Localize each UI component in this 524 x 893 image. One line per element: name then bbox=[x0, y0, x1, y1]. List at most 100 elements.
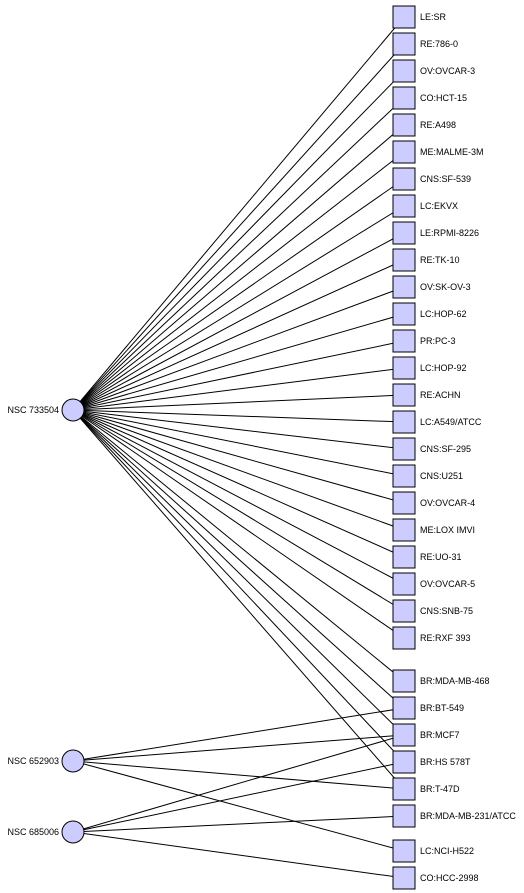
edge-nsc-685006-to-br-mcf7 bbox=[72, 734, 405, 833]
cell-line-label: LC:HOP-62 bbox=[420, 309, 467, 319]
cell-line-node-br-hs-578t[interactable]: BR:HS 578T bbox=[392, 750, 471, 774]
compound-circle[interactable] bbox=[61, 749, 85, 773]
cell-line-node-br-mcf7[interactable]: BR:MCF7 bbox=[392, 723, 460, 747]
cell-line-label: ME:LOX IMVI bbox=[420, 525, 475, 535]
cell-line-box[interactable] bbox=[392, 140, 416, 164]
cell-line-box[interactable] bbox=[392, 518, 416, 542]
compound-circle[interactable] bbox=[61, 398, 85, 422]
cell-line-box[interactable] bbox=[392, 5, 416, 29]
cell-line-box[interactable] bbox=[392, 302, 416, 326]
cell-line-box[interactable] bbox=[392, 572, 416, 596]
cell-line-node-co-hcc-2998[interactable]: CO:HCC-2998 bbox=[392, 866, 479, 890]
compound-node-nsc-733504[interactable]: NSC 733504 bbox=[7, 398, 85, 422]
cell-line-box[interactable] bbox=[392, 86, 416, 110]
cell-line-node-br-mda-mb-468[interactable]: BR:MDA-MB-468 bbox=[392, 669, 490, 693]
cell-line-box[interactable] bbox=[392, 723, 416, 747]
cell-line-node-cns-snb-75[interactable]: CNS:SNB-75 bbox=[392, 599, 473, 623]
cell-line-box[interactable] bbox=[392, 839, 416, 863]
edge-nsc-733504-to-lc-hop-92 bbox=[72, 367, 405, 411]
cell-line-box[interactable] bbox=[392, 383, 416, 407]
edge-nsc-652903-to-br-bt-549 bbox=[72, 707, 405, 762]
cell-line-node-le-rpmi-8226[interactable]: LE:RPMI-8226 bbox=[392, 221, 479, 245]
edge-nsc-733504-to-br-bt-549 bbox=[72, 409, 405, 709]
compound-node-nsc-685006[interactable]: NSC 685006 bbox=[7, 820, 85, 844]
cell-line-box[interactable] bbox=[392, 32, 416, 56]
edge-nsc-733504-to-br-t-47d bbox=[72, 409, 405, 790]
edge-nsc-733504-to-br-mda-mb-468 bbox=[72, 409, 405, 682]
cell-line-node-br-bt-549[interactable]: BR:BT-549 bbox=[392, 696, 464, 720]
edge-nsc-733504-to-ov-ovcar-5 bbox=[72, 409, 405, 585]
cell-line-label: RE:UO-31 bbox=[420, 552, 462, 562]
cell-line-node-ov-ovcar-3[interactable]: OV:OVCAR-3 bbox=[392, 59, 475, 83]
compound-label: NSC 652903 bbox=[7, 756, 59, 766]
cell-line-box[interactable] bbox=[392, 194, 416, 218]
cell-line-box[interactable] bbox=[392, 626, 416, 650]
cell-line-node-re-a498[interactable]: RE:A498 bbox=[392, 113, 456, 137]
edge-nsc-733504-to-re-786-0 bbox=[72, 43, 405, 411]
cell-line-node-co-hct-15[interactable]: CO:HCT-15 bbox=[392, 86, 467, 110]
cell-line-box[interactable] bbox=[392, 59, 416, 83]
cell-line-node-re-uo-31[interactable]: RE:UO-31 bbox=[392, 545, 462, 569]
cell-line-box[interactable] bbox=[392, 696, 416, 720]
cell-line-node-lc-hop-62[interactable]: LC:HOP-62 bbox=[392, 302, 467, 326]
compound-node-nsc-652903[interactable]: NSC 652903 bbox=[7, 749, 85, 773]
edge-nsc-733504-to-br-mcf7 bbox=[72, 409, 405, 736]
cell-line-label: LC:A549/ATCC bbox=[420, 417, 482, 427]
cell-line-node-re-786-0[interactable]: RE:786-0 bbox=[392, 32, 458, 56]
cell-line-node-cns-u251[interactable]: CNS:U251 bbox=[392, 464, 463, 488]
cell-line-node-le-sr[interactable]: LE:SR bbox=[392, 5, 447, 29]
cell-line-node-re-achn[interactable]: RE:ACHN bbox=[392, 383, 461, 407]
cell-line-box[interactable] bbox=[392, 437, 416, 461]
cell-line-box[interactable] bbox=[392, 410, 416, 434]
cell-line-node-cns-sf-539[interactable]: CNS:SF-539 bbox=[392, 167, 471, 191]
cell-line-label: OV:OVCAR-3 bbox=[420, 66, 475, 76]
cell-line-node-me-malme-3m[interactable]: ME:MALME-3M bbox=[392, 140, 484, 164]
cell-line-box[interactable] bbox=[392, 669, 416, 693]
cell-line-label: RE:786-0 bbox=[420, 39, 458, 49]
cell-line-box[interactable] bbox=[392, 464, 416, 488]
cell-line-node-ov-ovcar-4[interactable]: OV:OVCAR-4 bbox=[392, 491, 475, 515]
cell-line-node-br-t-47d[interactable]: BR:T-47D bbox=[392, 777, 460, 801]
edge-nsc-733504-to-ov-ovcar-3 bbox=[72, 70, 405, 411]
cell-line-label: CNS:SNB-75 bbox=[420, 606, 473, 616]
cell-line-box[interactable] bbox=[392, 866, 416, 890]
cell-line-box[interactable] bbox=[392, 545, 416, 569]
cell-line-box[interactable] bbox=[392, 491, 416, 515]
cell-line-label: OV:SK-OV-3 bbox=[420, 282, 471, 292]
cell-line-node-ov-ovcar-5[interactable]: OV:OVCAR-5 bbox=[392, 572, 475, 596]
cell-line-node-ov-sk-ov-3[interactable]: OV:SK-OV-3 bbox=[392, 275, 471, 299]
cell-line-node-cns-sf-295[interactable]: CNS:SF-295 bbox=[392, 437, 471, 461]
cell-line-node-pr-pc-3[interactable]: PR:PC-3 bbox=[392, 329, 456, 353]
edge-nsc-733504-to-re-achn bbox=[72, 394, 405, 411]
cell-line-box[interactable] bbox=[392, 221, 416, 245]
cell-line-node-lc-nci-h522[interactable]: LC:NCI-H522 bbox=[392, 839, 474, 863]
cell-line-label: OV:OVCAR-4 bbox=[420, 498, 475, 508]
cell-line-label: CO:HCC-2998 bbox=[420, 873, 479, 883]
edge-nsc-733504-to-re-tk-10 bbox=[72, 259, 405, 411]
cell-line-node-re-tk-10[interactable]: RE:TK-10 bbox=[392, 248, 460, 272]
cell-line-node-lc-a549-atcc[interactable]: LC:A549/ATCC bbox=[392, 410, 482, 434]
cell-line-box[interactable] bbox=[392, 167, 416, 191]
cell-line-box[interactable] bbox=[392, 356, 416, 380]
cell-line-box[interactable] bbox=[392, 248, 416, 272]
cell-line-label: LC:NCI-H522 bbox=[420, 846, 474, 856]
edge-nsc-733504-to-pr-pc-3 bbox=[72, 340, 405, 411]
compound-circle[interactable] bbox=[61, 820, 85, 844]
cell-line-box[interactable] bbox=[392, 275, 416, 299]
cell-line-node-lc-hop-92[interactable]: LC:HOP-92 bbox=[392, 356, 467, 380]
cell-line-box[interactable] bbox=[392, 777, 416, 801]
cell-line-box[interactable] bbox=[392, 599, 416, 623]
cell-line-box[interactable] bbox=[392, 113, 416, 137]
compound-label: NSC 685006 bbox=[7, 827, 59, 837]
cell-line-node-me-lox-imvi[interactable]: ME:LOX IMVI bbox=[392, 518, 475, 542]
cell-line-label: BR:MCF7 bbox=[420, 730, 460, 740]
cell-line-label: ME:MALME-3M bbox=[420, 147, 484, 157]
cell-line-node-br-mda-mb-231-atcc[interactable]: BR:MDA-MB-231/ATCC bbox=[392, 804, 516, 828]
cell-line-box[interactable] bbox=[392, 804, 416, 828]
cell-line-node-lc-ekvx[interactable]: LC:EKVX bbox=[392, 194, 458, 218]
cell-line-label: RE:RXF 393 bbox=[420, 633, 471, 643]
cell-line-node-re-rxf-393[interactable]: RE:RXF 393 bbox=[392, 626, 471, 650]
cell-line-box[interactable] bbox=[392, 329, 416, 353]
cell-line-box[interactable] bbox=[392, 750, 416, 774]
